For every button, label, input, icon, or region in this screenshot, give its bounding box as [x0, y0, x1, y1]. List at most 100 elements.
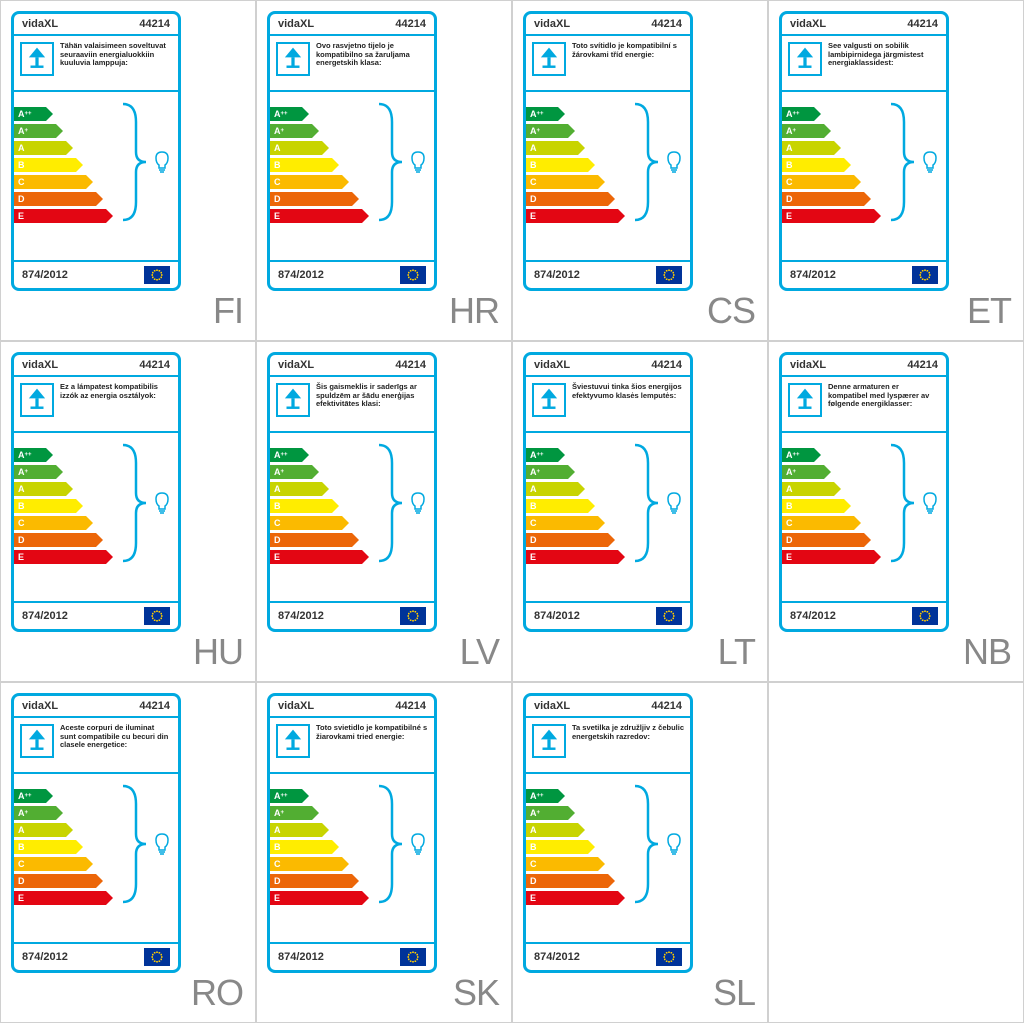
energy-arrow-A: A: [782, 141, 834, 155]
model-text: 44214: [139, 18, 170, 30]
energy-arrow-A+: A+: [14, 124, 56, 138]
energy-row: A++: [14, 788, 178, 803]
brand-text: vidaXL: [22, 18, 58, 30]
energy-row: E: [526, 549, 690, 564]
energy-arrow-A++: A++: [526, 789, 558, 803]
eu-flag-icon: [912, 266, 938, 284]
grid-cell: vidaXL 44214 Toto svítidlo je kompatibil…: [512, 0, 768, 341]
lamp-icon: [20, 42, 54, 76]
brand-text: vidaXL: [534, 700, 570, 712]
lamp-icon-svg: [536, 387, 562, 413]
eu-flag-icon: [400, 607, 426, 625]
eu-flag-icon: [400, 948, 426, 966]
energy-arrow-E: E: [14, 209, 106, 223]
eu-flag-icon: [656, 607, 682, 625]
energy-arrow-A++: A++: [14, 448, 46, 462]
energy-arrows: A++ A+ A B C D E: [526, 92, 690, 223]
energy-arrows: A++ A+ A B C D E: [270, 92, 434, 223]
card-header: vidaXL 44214: [14, 355, 178, 377]
energy-arrows: A++ A+ A B C D E: [782, 433, 946, 564]
energy-arrow-A++: A++: [526, 448, 558, 462]
compat-text: Denne armaturen er kompatibel med lyspær…: [828, 383, 940, 425]
energy-row: E: [270, 549, 434, 564]
regulation-text: 874/2012: [790, 610, 836, 622]
energy-row: D: [526, 873, 690, 888]
energy-arrow-A: A: [526, 141, 578, 155]
energy-arrow-A: A: [526, 823, 578, 837]
energy-arrow-C: C: [14, 175, 86, 189]
energy-arrow-C: C: [270, 516, 342, 530]
compat-text: Ez a lámpatest kompatibilis izzók az ene…: [60, 383, 172, 425]
lamp-icon: [532, 42, 566, 76]
energy-label-card: vidaXL 44214 Ovo rasvjetno tijelo je kom…: [267, 11, 437, 291]
compat-text: Tähän valaisimeen soveltuvat seuraaviin …: [60, 42, 172, 84]
energy-arrow-A: A: [270, 823, 322, 837]
bracket-icon: [630, 102, 660, 222]
bracket-icon: [374, 443, 404, 563]
bulb-icon: [152, 150, 172, 174]
bulb-icon: [408, 491, 428, 515]
energy-arrow-A: A: [14, 482, 66, 496]
regulation-text: 874/2012: [534, 951, 580, 963]
model-text: 44214: [651, 18, 682, 30]
energy-arrow-C: C: [270, 175, 342, 189]
energy-arrow-A++: A++: [526, 107, 558, 121]
bulb-icon: [664, 491, 684, 515]
energy-label-card: vidaXL 44214 Ez a lámpatest kompatibilis…: [11, 352, 181, 632]
energy-arrow-A+: A+: [270, 124, 312, 138]
card-info: Šis gaismeklis ir saderīgs ar spuldzēm a…: [270, 377, 434, 433]
eu-flag-icon: [144, 948, 170, 966]
energy-row: E: [782, 549, 946, 564]
language-code: RO: [191, 972, 243, 1014]
energy-row: A+: [782, 464, 946, 479]
bracket-icon: [118, 784, 148, 904]
energy-row: D: [782, 191, 946, 206]
energy-row: E: [270, 890, 434, 905]
language-code: SL: [713, 972, 755, 1014]
energy-arrows: A++ A+ A B C D E: [14, 92, 178, 223]
compat-text: Šviestuvui tinka šios energijos efektyvu…: [572, 383, 684, 425]
lamp-icon-svg: [280, 387, 306, 413]
energy-arrow-C: C: [526, 857, 598, 871]
energy-row: D: [14, 873, 178, 888]
brand-text: vidaXL: [534, 359, 570, 371]
brand-text: vidaXL: [278, 359, 314, 371]
brand-text: vidaXL: [22, 359, 58, 371]
energy-arrow-A+: A+: [782, 124, 824, 138]
language-code: HR: [449, 290, 499, 332]
lamp-icon-svg: [280, 46, 306, 72]
compat-text: Šis gaismeklis ir saderīgs ar spuldzēm a…: [316, 383, 428, 425]
lamp-icon-svg: [280, 728, 306, 754]
energy-row: A++: [782, 106, 946, 121]
compat-text: Aceste corpuri de iluminat sunt compatib…: [60, 724, 172, 766]
energy-arrow-D: D: [782, 192, 864, 206]
model-text: 44214: [907, 359, 938, 371]
energy-arrow-A++: A++: [782, 448, 814, 462]
card-footer: 874/2012: [270, 942, 434, 970]
lamp-icon-svg: [536, 46, 562, 72]
energy-label-card: vidaXL 44214 See valgusti on sobilik lam…: [779, 11, 949, 291]
energy-arrow-E: E: [526, 209, 618, 223]
card-footer: 874/2012: [526, 942, 690, 970]
bracket-icon: [374, 102, 404, 222]
bracket-icon: [630, 784, 660, 904]
card-footer: 874/2012: [270, 260, 434, 288]
compat-text: Toto svietidlo je kompatibilné s žiarovk…: [316, 724, 428, 766]
card-header: vidaXL 44214: [14, 696, 178, 718]
eu-flag-icon: [400, 266, 426, 284]
language-code: ET: [967, 290, 1011, 332]
grid-cell: [768, 682, 1024, 1023]
card-header: vidaXL 44214: [526, 696, 690, 718]
language-code: NB: [963, 631, 1011, 673]
lamp-icon-svg: [24, 387, 50, 413]
regulation-text: 874/2012: [534, 610, 580, 622]
energy-arrow-E: E: [14, 891, 106, 905]
model-text: 44214: [139, 700, 170, 712]
energy-row: A+: [270, 123, 434, 138]
energy-row: C: [782, 515, 946, 530]
energy-arrow-C: C: [14, 857, 86, 871]
card-footer: 874/2012: [782, 601, 946, 629]
energy-arrow-A+: A+: [526, 124, 568, 138]
energy-arrow-A+: A+: [270, 465, 312, 479]
card-header: vidaXL 44214: [270, 14, 434, 36]
